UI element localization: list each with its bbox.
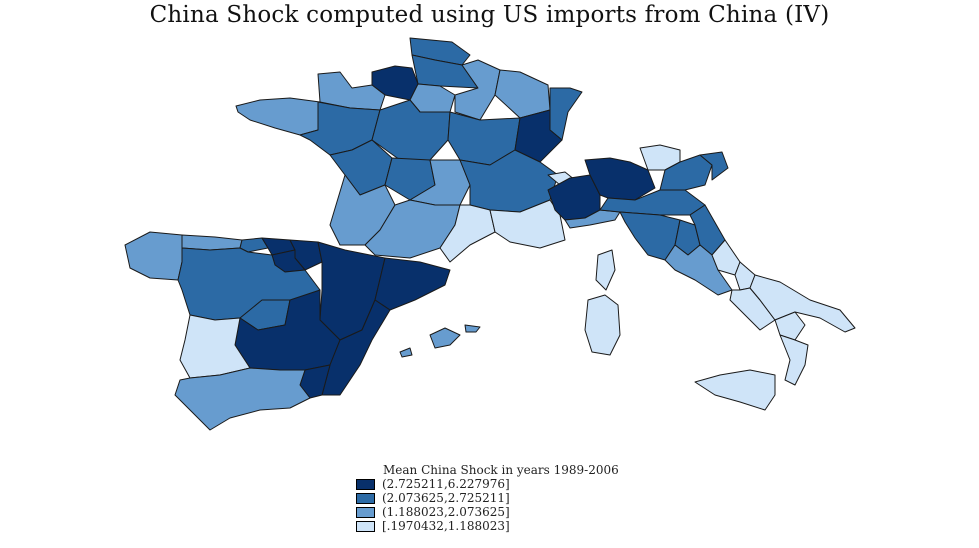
region-es-baleares-2 — [464, 324, 481, 333]
legend-item: (1.188023,2.073625] — [356, 505, 619, 519]
legend-label: [.1970432,1.188023] — [382, 519, 510, 533]
legend-label: (2.073625,2.725211] — [382, 491, 510, 505]
region-it-sardegna — [584, 294, 621, 356]
region-es-cataluna — [374, 257, 451, 311]
region-it-friuli — [699, 151, 729, 181]
region-es-baleares — [429, 327, 461, 349]
legend-swatch — [356, 506, 375, 518]
region-fr-alsace — [549, 87, 583, 141]
legend-title: Mean China Shock in years 1989-2006 — [383, 463, 619, 477]
region-es-asturias — [181, 234, 243, 251]
region-it-puglia — [749, 274, 856, 333]
region-it-lombardia — [584, 157, 656, 201]
region-fr-corse — [595, 249, 616, 291]
region-it-basilicata — [774, 311, 806, 341]
region-it-calabria — [779, 334, 809, 386]
region-es-cantabria — [239, 237, 269, 253]
region-es-andalucia — [174, 367, 311, 431]
region-fr-paca — [489, 199, 566, 249]
legend-swatch — [356, 478, 375, 490]
region-it-sicilia — [694, 369, 776, 411]
map-legend: Mean China Shock in years 1989-2006 (2.7… — [356, 463, 619, 533]
region-it-liguria — [564, 209, 621, 229]
legend-label: (2.725211,6.227976] — [382, 477, 510, 491]
legend-item: (2.725211,6.227976] — [356, 477, 619, 491]
legend-label: (1.188023,2.073625] — [382, 505, 510, 519]
region-es-galicia — [124, 231, 183, 281]
region-es-baleares-3 — [399, 347, 413, 358]
map-title: China Shock computed using US imports fr… — [149, 2, 830, 28]
legend-swatch — [356, 520, 375, 532]
legend-item: [.1970432,1.188023] — [356, 519, 619, 533]
region-fr-lorraine — [494, 69, 551, 119]
legend-swatch — [356, 492, 375, 504]
legend-item: (2.073625,2.725211] — [356, 491, 619, 505]
region-fr-bretagne — [235, 97, 321, 136]
